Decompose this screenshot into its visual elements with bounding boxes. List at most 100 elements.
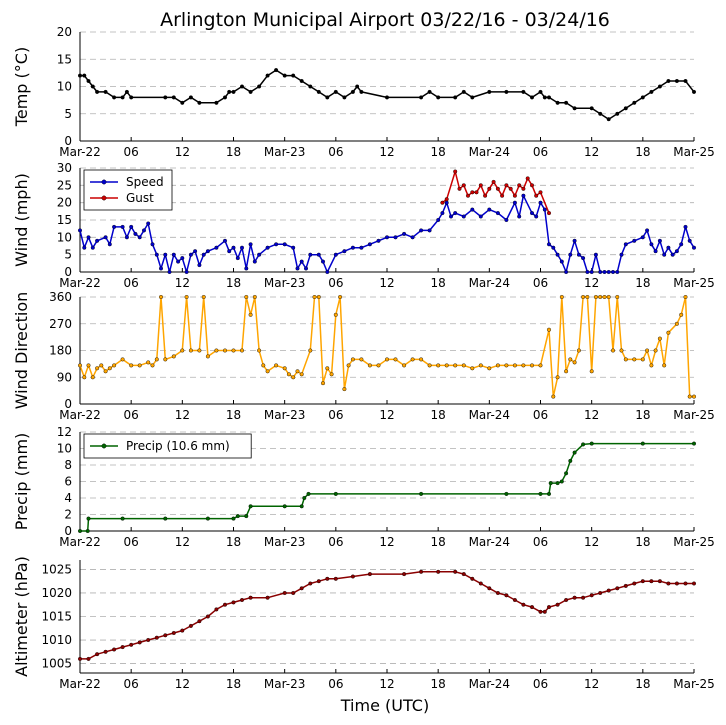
precip-y-tick-label: 12: [57, 425, 72, 439]
precip-precip-point: [640, 441, 645, 446]
wind-gust-point: [466, 193, 471, 198]
direction-direction-point: [350, 357, 355, 362]
direction-direction-point: [316, 295, 321, 300]
direction-direction-point: [180, 348, 185, 353]
altimeter-altimeter-point: [112, 647, 117, 652]
wind-speed-point: [521, 193, 526, 198]
temp-temp-point: [274, 68, 279, 73]
wind-speed-point: [291, 245, 296, 250]
precip-precip-point: [419, 491, 424, 496]
wind-gust-point: [483, 193, 488, 198]
wind-gust-point: [474, 190, 479, 195]
direction-direction-point: [338, 295, 343, 300]
temp-temp-point: [333, 89, 338, 94]
direction-direction-point: [274, 363, 279, 368]
temp-y-axis-label: Temp (°C): [12, 47, 31, 127]
wind-speed-point: [112, 224, 117, 229]
precip-x-tick-label: 12: [584, 535, 599, 549]
altimeter-altimeter-point: [402, 572, 407, 577]
precip-precip-point: [248, 504, 253, 509]
direction-direction-point: [692, 394, 697, 399]
precip-precip-point: [572, 450, 577, 455]
temp-temp-point: [436, 95, 441, 100]
wind-y-axis-label: Wind (mph): [12, 173, 31, 267]
wind-speed-point: [666, 245, 671, 250]
temp-temp-point: [598, 111, 603, 116]
precip-x-tick-label: 06: [328, 535, 343, 549]
wind-gust-point: [487, 186, 492, 191]
direction-direction-point: [188, 348, 193, 353]
precip-precip-point: [548, 481, 553, 486]
precip-y-tick-label: 6: [64, 475, 72, 489]
wind-x-tick-label: 18: [635, 276, 650, 290]
wind-speed-point: [645, 228, 650, 233]
direction-direction-point: [99, 363, 104, 368]
temp-temp-point: [248, 89, 253, 94]
direction-direction-point: [640, 357, 645, 362]
precip-y-tick-label: 0: [64, 524, 72, 538]
wind-speed-point: [376, 238, 381, 243]
direction-direction-point: [244, 295, 249, 300]
wind-speed-point: [657, 238, 662, 243]
altimeter-altimeter-point: [666, 581, 671, 586]
wind-speed-point: [581, 256, 586, 261]
temp-temp-point: [299, 78, 304, 83]
direction-direction-point: [197, 348, 202, 353]
altimeter-altimeter-point: [581, 595, 586, 600]
direction-direction-point: [95, 366, 100, 371]
altimeter-y-tick-label: 1005: [41, 657, 72, 671]
wind-speed-point: [299, 259, 304, 264]
wind-speed-point: [244, 266, 249, 271]
altimeter-altimeter-point: [77, 656, 82, 661]
wind-speed-point: [542, 207, 547, 212]
wind-speed-point: [530, 211, 535, 216]
altimeter-altimeter-point: [589, 593, 594, 598]
precip-precip-point: [547, 491, 552, 496]
temp-x-tick-label: 18: [635, 145, 650, 159]
altimeter-altimeter-point: [530, 605, 535, 610]
direction-direction-point: [150, 363, 155, 368]
altimeter-altimeter-point: [674, 581, 679, 586]
direction-direction-point: [385, 357, 390, 362]
precip-legend-label: Precip (10.6 mm): [126, 439, 230, 453]
precip-precip-point: [85, 529, 90, 534]
direction-direction-point: [308, 348, 313, 353]
direction-direction-point: [90, 375, 95, 380]
temp-temp-point: [683, 78, 688, 83]
wind-speed-point: [282, 242, 287, 247]
wind-speed-point: [201, 252, 206, 257]
precip-precip-point: [163, 516, 168, 521]
wind-speed-point: [359, 245, 364, 250]
precip-precip-point: [302, 496, 307, 501]
direction-x-tick-label: 18: [226, 408, 241, 422]
direction-direction-point: [321, 381, 326, 386]
altimeter-altimeter-point: [504, 593, 509, 598]
altimeter-x-tick-label: 12: [175, 677, 190, 691]
wind-gust-point: [495, 186, 500, 191]
wind-speed-point: [304, 266, 309, 271]
wind-speed-point: [615, 270, 620, 275]
wind-speed-point: [146, 221, 151, 226]
wind-speed-point: [449, 214, 454, 219]
direction-x-tick-label: 06: [328, 408, 343, 422]
wind-legend-box: [83, 169, 173, 211]
temp-temp-point: [316, 89, 321, 94]
wind-speed-point: [171, 252, 176, 257]
wind-speed-point: [231, 245, 236, 250]
temp-x-tick-label: 06: [124, 145, 139, 159]
temp-temp-point: [385, 95, 390, 100]
temp-y-tick-label: 0: [64, 134, 72, 148]
altimeter-y-axis-label: Altimeter (hPa): [12, 556, 31, 677]
precip-x-tick-label: Mar-23: [264, 535, 305, 549]
wind-speed-point: [176, 259, 181, 264]
altimeter-altimeter-point: [95, 652, 100, 657]
temp-temp-point: [623, 106, 628, 111]
wind-speed-point: [444, 200, 449, 205]
temp-temp-point: [171, 95, 176, 100]
wind-speed-point: [197, 263, 202, 268]
wind-gust-point: [491, 179, 496, 184]
altimeter-altimeter-point: [692, 581, 697, 586]
wind-speed-point: [653, 249, 658, 254]
wind-speed-point: [90, 245, 95, 250]
